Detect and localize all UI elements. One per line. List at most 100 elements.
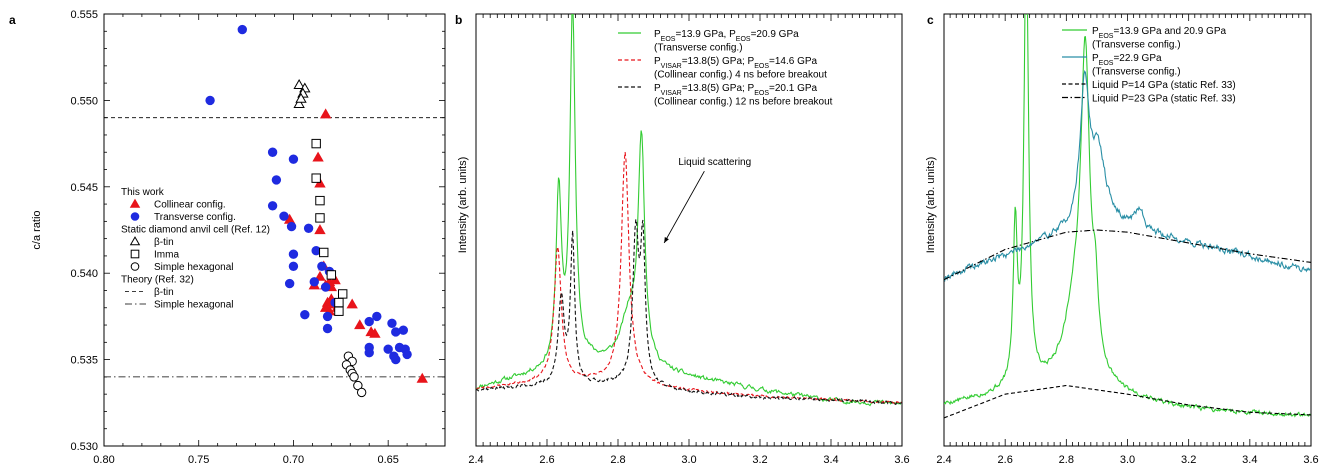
x-tick-label: 3.4 xyxy=(823,454,838,466)
data-point xyxy=(237,24,247,35)
legend-label: Simple hexagonal xyxy=(154,262,234,273)
x-tick-label: 3.0 xyxy=(1120,454,1135,466)
data-point xyxy=(354,319,366,330)
legend-subscript: EOS xyxy=(1099,33,1114,40)
data-point xyxy=(284,278,295,289)
data-point xyxy=(288,261,299,271)
annotation-arrowhead xyxy=(664,236,669,243)
spectrum-line-2 xyxy=(944,69,1311,283)
legend-label: PEOS=22.9 GPa xyxy=(1092,53,1162,67)
y-tick-label: 0.545 xyxy=(70,182,98,194)
legend-text: =14.6 GPa xyxy=(769,56,818,67)
data-point xyxy=(314,270,326,281)
x-axis-label-superscript: -1 xyxy=(695,472,703,473)
legend-marker xyxy=(129,198,141,208)
legend-heading: This work xyxy=(121,187,165,198)
y-tick-label: 0.555 xyxy=(70,9,98,21)
legend-heading: Theory (Ref. 32) xyxy=(121,275,194,286)
legend-text: (Collinear config.) 12 ns before breakou… xyxy=(654,97,833,108)
legend-label: (Transverse config.) xyxy=(654,43,743,54)
legend-label: Liquid P=14 GPa (static Ref. 33) xyxy=(1092,80,1236,91)
legend-label: PEOS=13.9 GPa and 20.9 GPa xyxy=(1092,26,1226,40)
data-point xyxy=(391,327,401,337)
data-point xyxy=(319,108,332,119)
series-collinear-config- xyxy=(283,108,428,383)
data-point xyxy=(402,349,412,360)
legend-text: =22.9 GPa xyxy=(1113,53,1162,64)
y-tick-label: 0.550 xyxy=(70,95,98,107)
legend: PEOS=13.9 GPa and 20.9 GPa(Transverse co… xyxy=(1062,26,1236,105)
data-point xyxy=(267,201,278,211)
data-point xyxy=(311,138,321,149)
x-tick-label: 0.80 xyxy=(93,454,114,466)
series-imma xyxy=(311,138,348,316)
panel-label: c xyxy=(927,13,934,27)
data-point xyxy=(286,221,297,232)
data-point xyxy=(416,372,428,383)
legend-subscript: EOS xyxy=(754,63,769,70)
legend-text: =13.9 GPa and 20.9 GPa xyxy=(1113,26,1226,37)
data-point xyxy=(303,223,314,233)
x-axis-label-superscript: -1 xyxy=(1133,472,1141,473)
legend-subscript: EOS xyxy=(1099,60,1114,67)
data-point xyxy=(322,323,333,334)
panel-a: a 0.80 0.75 0.70 0.65 0.530 0.535 0.540 0.545 0.5… xyxy=(9,9,446,466)
legend-label: Collinear config. xyxy=(154,200,226,211)
legend-subscript: VISAR xyxy=(661,90,682,97)
series-transverse-config- xyxy=(205,24,412,365)
legend-marker xyxy=(129,236,141,246)
data-point xyxy=(205,95,215,106)
data-point xyxy=(334,297,344,308)
data-point xyxy=(387,318,397,329)
x-tick-label: 2.4 xyxy=(936,454,951,466)
legend-label: (Transverse config.) xyxy=(1092,40,1181,51)
legend-marker xyxy=(130,262,140,271)
y-tick-label: 0.530 xyxy=(70,441,98,453)
x-tick-label: 3.0 xyxy=(681,454,696,466)
legend-label: (Collinear config.) 4 ns before breakout xyxy=(654,70,827,81)
data-point xyxy=(293,79,305,89)
x-tick-label: 2.6 xyxy=(998,454,1013,466)
x-tick-label: 3.2 xyxy=(1181,454,1196,466)
x-tick-label: 3.2 xyxy=(752,454,767,466)
data-point xyxy=(334,306,344,316)
legend-text: =13.8(5) GPa; P xyxy=(682,83,755,94)
data-point xyxy=(369,327,381,338)
data-point xyxy=(315,195,325,206)
data-point xyxy=(309,277,319,287)
legend-label: Imma xyxy=(154,250,179,261)
series-simple-hexagonal xyxy=(341,351,367,398)
legend: This work Collinear config.Transverse con… xyxy=(121,187,270,311)
legend-text: P xyxy=(1092,53,1099,64)
x-tick-label: 2.8 xyxy=(1059,454,1074,466)
data-point xyxy=(314,224,326,235)
legend-subscript: EOS xyxy=(754,90,769,97)
data-point xyxy=(346,298,358,309)
data-point xyxy=(398,325,409,335)
data-point xyxy=(389,351,399,361)
data-point xyxy=(326,270,337,280)
legend-label: β-tin xyxy=(154,237,174,248)
legend-text: P xyxy=(654,29,661,40)
panel-b: b2.42.62.83.03.23.43.6Q (Å-1)Intensity (… xyxy=(455,13,910,473)
data-point xyxy=(319,301,332,312)
legend-subscript: VISAR xyxy=(661,63,682,70)
legend-text: (Transverse config.) xyxy=(654,43,743,54)
data-point xyxy=(372,311,382,322)
x-tick-label: 2.6 xyxy=(539,454,554,466)
spectrum-line-2 xyxy=(476,152,902,405)
data-point xyxy=(312,151,324,162)
legend-label: PVISAR=13.8(5) GPa; PEOS=20.1 GPa xyxy=(654,83,818,97)
y-tick-label: 0.535 xyxy=(70,355,98,367)
data-point xyxy=(364,316,374,327)
x-tick-label: 3.4 xyxy=(1242,454,1257,466)
legend-label: (Transverse config.) xyxy=(1092,67,1181,78)
legend-marker xyxy=(130,249,140,259)
data-point xyxy=(364,347,374,358)
legend-heading: Static diamond anvil cell (Ref. 12) xyxy=(121,225,270,236)
spectrum-line-4 xyxy=(944,229,1311,281)
y-tick-label: 0.540 xyxy=(70,268,98,280)
data-point xyxy=(320,282,331,292)
legend-text: (Transverse config.) xyxy=(1092,40,1181,51)
